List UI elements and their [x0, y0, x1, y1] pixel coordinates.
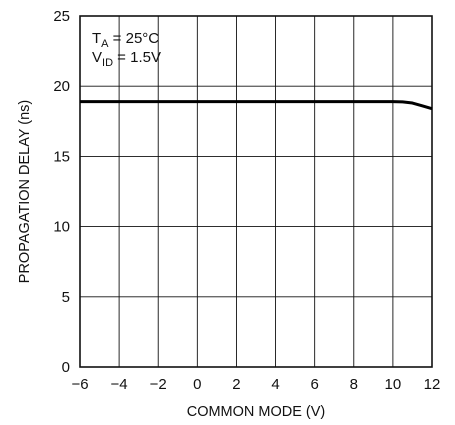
series-group: [80, 100, 433, 111]
x-tick-labels: −6 −4 −2 0 2 4 6 8 10 12: [71, 376, 440, 393]
y-tick-label: 15: [53, 148, 70, 165]
annotation-vid: VID = 1.5V: [92, 49, 161, 69]
y-tick-label: 0: [62, 359, 70, 376]
x-tick-label: 0: [193, 376, 201, 393]
x-tick-label: −4: [111, 376, 128, 393]
grid: [80, 16, 432, 367]
plot-frame: [79, 15, 433, 368]
x-tick-label: −2: [150, 376, 167, 393]
x-axis-label: COMMON MODE (V): [187, 404, 326, 420]
y-tick-labels: 0 5 10 15 20 25: [53, 8, 70, 376]
y-axis-label: PROPAGATION DELAY (ns): [17, 100, 33, 283]
y-tick-label: 10: [53, 219, 70, 236]
series-line: [80, 100, 433, 111]
y-tick-label: 20: [53, 78, 70, 95]
x-tick-label: 8: [350, 376, 358, 393]
x-tick-label: 10: [385, 376, 402, 393]
x-tick-label: 6: [310, 376, 318, 393]
x-tick-label: 2: [232, 376, 240, 393]
x-tick-label: 4: [271, 376, 279, 393]
y-tick-label: 25: [53, 8, 70, 25]
x-tick-label: 12: [424, 376, 441, 393]
x-tick-label: −6: [71, 376, 88, 393]
annotation-temperature: TA = 25°C: [92, 30, 159, 50]
y-tick-label: 5: [62, 289, 70, 306]
